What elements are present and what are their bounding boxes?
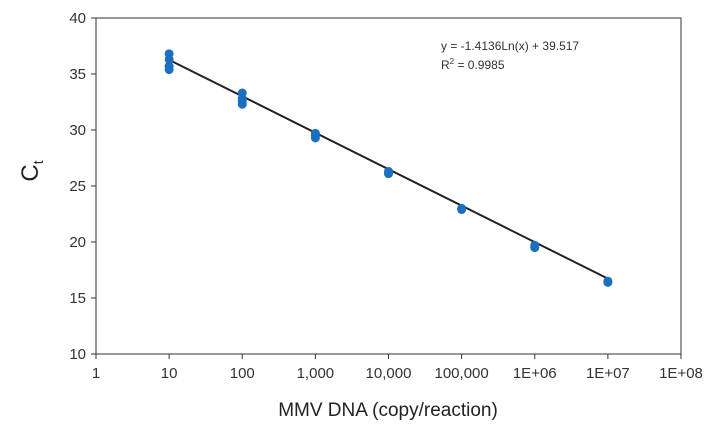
x-axis-title: MMV DNA (copy/reaction) [278, 400, 498, 421]
y-axis-title-main: C [17, 164, 44, 181]
y-tick-label: 30 [69, 122, 86, 139]
data-point [384, 169, 393, 179]
x-tick-label: 100 [230, 365, 255, 382]
x-tick-label: 1E+08 [659, 365, 703, 382]
trendline-equation: y = -1.4136Ln(x) + 39.517 [441, 39, 579, 53]
r-squared-value: = 0.9985 [454, 58, 505, 72]
data-point [457, 205, 467, 215]
y-axis-title: Ct [17, 160, 46, 181]
data-point [603, 277, 613, 287]
x-tick-label: 1E+07 [586, 365, 630, 382]
r-squared-prefix: R [441, 58, 450, 72]
r-squared-label: R2 = 0.9985 [441, 57, 505, 72]
y-tick-label: 20 [69, 234, 86, 251]
data-points [164, 49, 613, 287]
y-tick-label: 40 [69, 10, 86, 27]
y-tick-label: 15 [69, 290, 86, 307]
data-point [310, 133, 320, 143]
y-axis-ticks: 10 15 20 25 30 35 40 [69, 10, 96, 363]
x-tick-label: 100,000 [435, 365, 489, 382]
plot-area-frame [95, 17, 682, 355]
y-tick-label: 10 [69, 346, 86, 363]
data-point [237, 99, 247, 109]
y-axis-title-subscript: t [30, 160, 46, 164]
y-tick-label: 35 [69, 66, 86, 83]
x-tick-label: 1E+06 [513, 365, 557, 382]
data-point [164, 54, 174, 64]
y-tick-label: 25 [69, 178, 86, 195]
data-point [164, 65, 174, 75]
x-tick-label: 1,000 [297, 365, 335, 382]
x-tick-label: 10 [161, 365, 178, 382]
x-axis-ticks: 1 10 100 1,000 10,000 100,000 1E+06 1E+07 1E+08 [92, 354, 703, 382]
x-tick-label: 1 [92, 365, 100, 382]
x-tick-label: 10,000 [366, 365, 412, 382]
data-point [530, 243, 540, 253]
r-squared-superscript: 2 [450, 57, 455, 66]
